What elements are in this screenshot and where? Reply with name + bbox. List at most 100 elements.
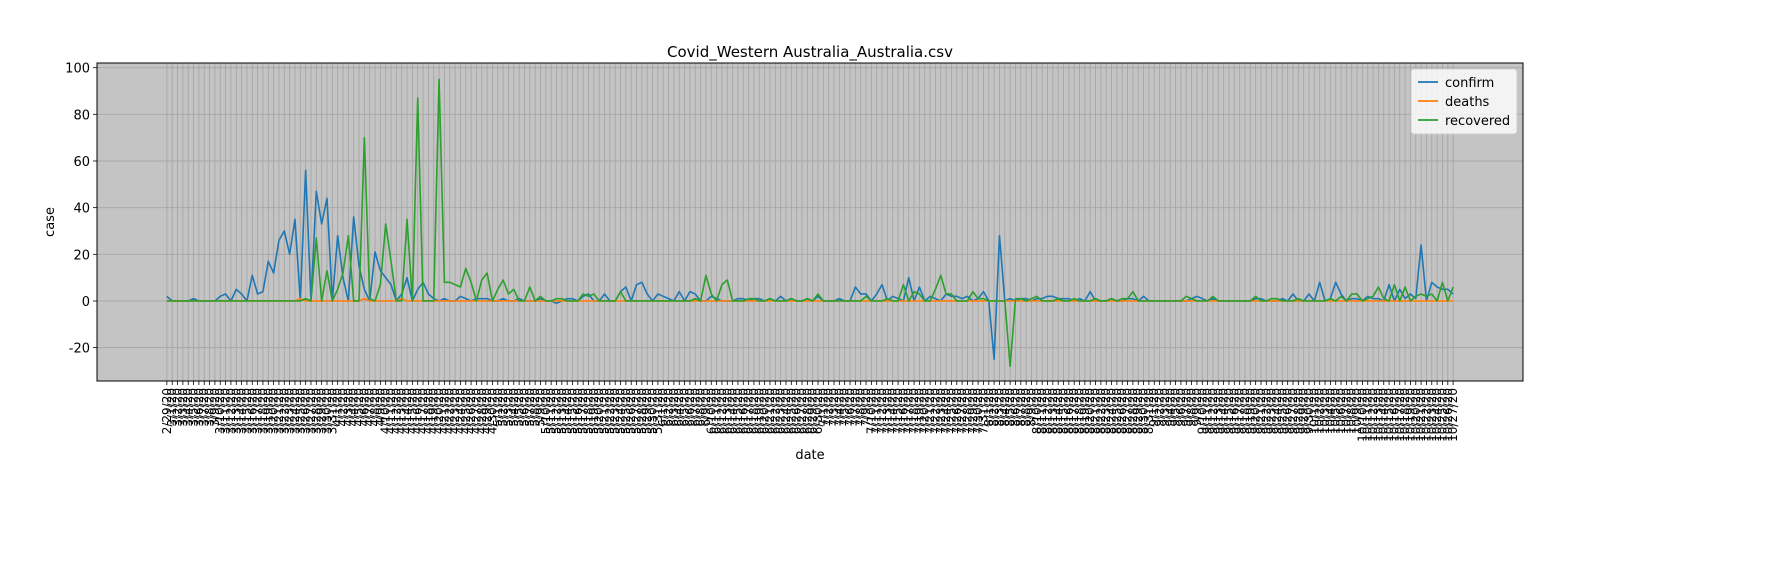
- x-tick-label: 9/18/20: [1238, 388, 1252, 434]
- x-tick-label: 7/5/20: [838, 388, 852, 427]
- x-tick-label: 3/27/20: [304, 388, 318, 434]
- x-tick-label: 7/11/20: [870, 388, 884, 434]
- x-tick-label: 5/2/20: [496, 388, 510, 427]
- x-tick-label: 6/28/20: [800, 388, 814, 434]
- x-tick-label: 6/8/20: [694, 388, 708, 427]
- x-tick-label: 4/8/20: [368, 388, 382, 427]
- x-tick-label: 9/26/20: [1281, 388, 1295, 434]
- x-tick-label: 5/16/20: [571, 388, 585, 434]
- x-tick-label: 7/1/20: [816, 388, 830, 427]
- x-tick-label: 7/12/20: [875, 388, 889, 434]
- x-tick-label: 9/14/20: [1217, 388, 1231, 434]
- x-tick-label: 9/15/20: [1222, 388, 1236, 434]
- x-tick-label: 3/23/20: [283, 388, 297, 434]
- x-tick-label: 8/8/20: [1019, 388, 1033, 427]
- x-tick-label: 9/30/20: [1302, 388, 1316, 434]
- x-tick-label: 4/15/20: [405, 388, 419, 434]
- x-tick-label: 3/19/20: [261, 388, 275, 434]
- x-tick-label: 3/31/20: [325, 388, 339, 434]
- x-tick-label: 3/21/20: [272, 388, 286, 434]
- x-tick-label: 9/27/20: [1286, 388, 1300, 434]
- x-tick-label: 7/28/20: [960, 388, 974, 434]
- x-tick-label: 7/18/20: [907, 388, 921, 434]
- x-tick-label: 10/10/20: [1355, 388, 1369, 442]
- x-tick-label: 8/4/20: [998, 388, 1012, 427]
- x-tick-label: 4/14/20: [400, 388, 414, 434]
- x-tick-label: 4/12/20: [389, 388, 403, 434]
- x-tick-label: 3/30/20: [320, 388, 334, 434]
- x-tick-label: 8/28/20: [1126, 388, 1140, 434]
- x-tick-label: 8/11/20: [1035, 388, 1049, 434]
- x-tick-label: 3/9/20: [208, 388, 222, 427]
- x-tick-label: 6/13/20: [720, 388, 734, 434]
- x-tick-label: 7/3/20: [827, 388, 841, 427]
- x-tick-label: 6/27/20: [795, 388, 809, 434]
- x-tick-label: 6/5/20: [678, 388, 692, 427]
- x-tick-label: 3/16/20: [245, 388, 259, 434]
- x-tick-label: 9/19/20: [1243, 388, 1257, 434]
- x-tick-label: 3/3/20: [176, 388, 190, 427]
- x-tick-label: 6/6/20: [683, 388, 697, 427]
- x-tick-label: 9/29/20: [1297, 388, 1311, 434]
- legend-label: deaths: [1445, 95, 1490, 110]
- x-tick-label: 5/4/20: [507, 388, 521, 427]
- legend: confirm deaths recovered: [1410, 68, 1518, 135]
- x-tick-label: 5/21/20: [598, 388, 612, 434]
- x-tick-label: 7/2/20: [822, 388, 836, 427]
- x-tick-label: 10/25/20: [1435, 388, 1449, 442]
- x-tick-label: 3/4/20: [181, 388, 195, 427]
- x-tick-label: 9/3/20: [1158, 388, 1172, 427]
- x-tick-label: 5/7/20: [523, 388, 537, 427]
- x-tick-label: 10/23/20: [1425, 388, 1439, 442]
- legend-label: recovered: [1445, 114, 1510, 129]
- x-tick-label: 10/16/20: [1387, 388, 1401, 442]
- legend-box: [1410, 68, 1518, 135]
- x-tick-label: 5/19/20: [587, 388, 601, 434]
- x-tick-label: 3/20/20: [267, 388, 281, 434]
- x-tick-label: 6/15/20: [731, 388, 745, 434]
- x-tick-label: 9/23/20: [1265, 388, 1279, 434]
- x-tick-label: 10/27/20: [1446, 388, 1460, 442]
- x-tick-label: 8/20/20: [1083, 388, 1097, 434]
- x-tick-label: 3/5/20: [187, 388, 201, 427]
- x-tick-label: 5/22/20: [603, 388, 617, 434]
- x-tick-label: 7/16/20: [896, 388, 910, 434]
- x-tick-label: 4/13/20: [395, 388, 409, 434]
- x-tick-label: 8/19/20: [1078, 388, 1092, 434]
- x-tick-label: 5/10/20: [539, 388, 553, 434]
- x-tick-label: 9/5/20: [1169, 388, 1183, 427]
- x-tick-label: 10/2/20: [1313, 388, 1327, 434]
- x-tick-label: 4/20/20: [432, 388, 446, 434]
- x-tick-label: 5/29/20: [640, 388, 654, 434]
- x-tick-label: 9/17/20: [1233, 388, 1247, 434]
- x-tick-label: 6/9/20: [699, 388, 713, 427]
- x-tick-label: 9/11/20: [1201, 388, 1215, 434]
- x-tick-label: 8/30/20: [1137, 388, 1151, 434]
- x-tick-label: 4/30/20: [485, 388, 499, 434]
- x-tick-label: 4/22/20: [443, 388, 457, 434]
- x-tick-label: 5/5/20: [512, 388, 526, 427]
- x-tick-label: 3/17/20: [251, 388, 265, 434]
- x-tick-label: 10/21/20: [1414, 388, 1428, 442]
- x-tick-label: 9/8/20: [1185, 388, 1199, 427]
- x-tick-label: 6/30/20: [811, 388, 825, 434]
- y-tick-label: 60: [73, 155, 90, 170]
- x-tick-label: 5/3/20: [501, 388, 515, 427]
- x-tick-label: 4/21/20: [437, 388, 451, 434]
- x-tick-label: 7/26/20: [950, 388, 964, 434]
- x-tick-label: 5/17/20: [576, 388, 590, 434]
- x-tick-label: 8/22/20: [1094, 388, 1108, 434]
- x-tick-label: 3/12/20: [224, 388, 238, 434]
- x-tick-label: 5/8/20: [528, 388, 542, 427]
- x-tick-label: 5/26/20: [624, 388, 638, 434]
- x-tick-label: 8/14/20: [1051, 388, 1065, 434]
- x-tick-label: 6/29/20: [806, 388, 820, 434]
- x-tick-label: 7/17/20: [902, 388, 916, 434]
- x-tick-label: 10/24/20: [1430, 388, 1444, 442]
- x-tick-label: 8/3/20: [992, 388, 1006, 427]
- x-tick-label: 10/1/20: [1307, 388, 1321, 434]
- legend-label: confirm: [1445, 76, 1494, 91]
- x-tick-label: 10/4/20: [1323, 388, 1337, 434]
- x-tick-label: 4/5/20: [352, 388, 366, 427]
- y-tick-label: 80: [73, 108, 90, 123]
